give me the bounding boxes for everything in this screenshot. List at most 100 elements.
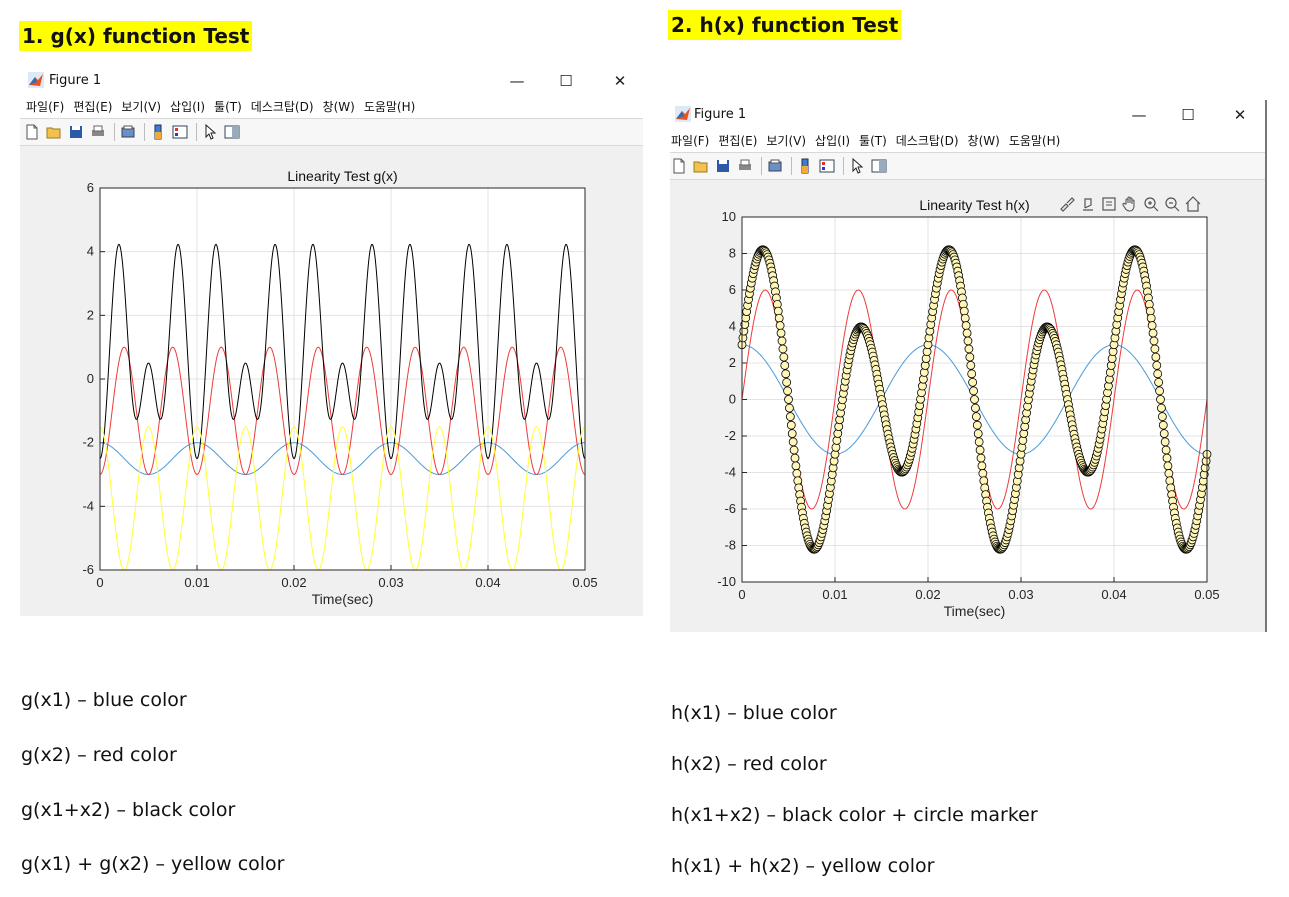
data-point xyxy=(960,313,970,323)
data-point xyxy=(976,453,986,463)
menu-window[interactable]: 창(W) xyxy=(322,100,355,114)
zoom-in-icon[interactable] xyxy=(1142,195,1160,213)
legend-icon[interactable] xyxy=(172,124,188,140)
data-point xyxy=(969,386,978,396)
data-point xyxy=(775,321,785,330)
maximize-button[interactable]: ☐ xyxy=(1181,106,1195,124)
print-preview-icon[interactable] xyxy=(767,158,783,174)
series-3 xyxy=(99,243,586,460)
menu-view[interactable]: 보기(V) xyxy=(121,100,162,114)
menu-edit[interactable]: 편집(E) xyxy=(73,100,113,114)
menu-tools[interactable]: 툴(T) xyxy=(859,134,887,148)
restore-icon[interactable] xyxy=(1100,195,1118,213)
menu-help[interactable]: 도움말(H) xyxy=(1008,134,1061,148)
y-tick-label: 6 xyxy=(729,282,736,297)
data-tips-icon[interactable] xyxy=(1079,195,1097,213)
figure-toolbar xyxy=(20,118,643,146)
menubar: 파일(F) 편집(E) 보기(V) 삽입(I) 툴(T) 데스크탑(D) 창(W) 도움말(H… xyxy=(670,130,1265,152)
zoom-out-icon[interactable] xyxy=(1163,195,1181,213)
menu-insert[interactable]: 삽입(I) xyxy=(170,100,206,114)
menu-file[interactable]: 파일(F) xyxy=(671,134,710,148)
chart-title: Linearity Test g(x) xyxy=(287,168,397,184)
data-point xyxy=(1164,469,1174,478)
data-point xyxy=(1160,437,1170,447)
chart-h: 0 0.01 0.02 0.03 0.04 0.05 -10 -8 -6 -4 -2 0 2 4 6 8 10 L… xyxy=(717,197,1219,619)
pan-icon[interactable] xyxy=(1121,195,1139,213)
pointer-icon[interactable] xyxy=(202,124,218,140)
heading-h: 2. h(x) function Test xyxy=(668,10,902,40)
figure-window-h: Figure 1 — ☐ ✕ 파일(F) 편집(E) 보기(V) 삽입(I) 툴(T) 데… xyxy=(670,100,1267,632)
y-tick-label: 0 xyxy=(87,371,94,386)
new-file-icon[interactable] xyxy=(24,124,40,140)
x-tick-label: 0.03 xyxy=(378,575,403,590)
menu-desktop[interactable]: 데스크탑(D) xyxy=(895,134,959,148)
data-point xyxy=(777,336,787,346)
axes-box xyxy=(741,216,1208,583)
x-axis-label: Time(sec) xyxy=(944,603,1006,619)
y-tick-label: 8 xyxy=(729,246,736,261)
data-point xyxy=(776,328,786,338)
open-folder-icon[interactable] xyxy=(693,158,709,174)
data-point xyxy=(779,352,789,362)
property-inspector-icon[interactable] xyxy=(871,158,887,174)
menu-tools[interactable]: 툴(T) xyxy=(214,100,242,114)
menu-desktop[interactable]: 데스크탑(D) xyxy=(250,100,314,114)
print-preview-icon[interactable] xyxy=(120,124,136,140)
print-icon[interactable] xyxy=(90,124,106,140)
chart-g: 0 0.01 0.02 0.03 0.04 0.05 -6 -4 -2 0 2 4 6 Linearity… xyxy=(82,168,597,607)
new-file-icon[interactable] xyxy=(671,158,687,174)
data-point xyxy=(781,369,791,379)
y-tick-label: 4 xyxy=(87,244,94,259)
colorbar-icon[interactable] xyxy=(797,158,813,174)
x-tick-label: 0.02 xyxy=(281,575,306,590)
data-point xyxy=(780,361,790,370)
data-point xyxy=(971,412,981,422)
toolbar-separator xyxy=(114,123,115,141)
menu-file[interactable]: 파일(F) xyxy=(26,100,65,114)
legend-icon[interactable] xyxy=(819,158,835,174)
data-point xyxy=(1159,429,1169,438)
minimize-button[interactable]: — xyxy=(1131,106,1147,124)
data-point xyxy=(965,352,975,362)
y-tick-label: -6 xyxy=(724,501,736,516)
chart-title: Linearity Test h(x) xyxy=(919,197,1029,213)
close-button[interactable]: ✕ xyxy=(1233,106,1247,124)
data-point xyxy=(967,369,977,379)
menu-help[interactable]: 도움말(H) xyxy=(363,100,416,114)
save-icon[interactable] xyxy=(715,158,731,174)
home-icon[interactable] xyxy=(1184,195,1202,213)
data-point xyxy=(778,344,788,354)
data-point xyxy=(1154,377,1164,387)
x-tick-label: 0.05 xyxy=(1194,587,1219,602)
colorbar-icon[interactable] xyxy=(150,124,166,140)
figure-window-g: Figure 1 — ☐ ✕ 파일(F) 편집(E) 보기(V) 삽입(I) 툴(T) 데… xyxy=(20,66,643,616)
data-point xyxy=(784,395,793,404)
menu-edit[interactable]: 편집(E) xyxy=(718,134,758,148)
titlebar[interactable]: Figure 1 — ☐ ✕ xyxy=(20,66,643,96)
minimize-button[interactable]: — xyxy=(509,72,525,90)
open-folder-icon[interactable] xyxy=(46,124,62,140)
save-icon[interactable] xyxy=(68,124,84,140)
x-tick-label: 0.04 xyxy=(1101,587,1126,602)
menu-window[interactable]: 창(W) xyxy=(967,134,1000,148)
titlebar[interactable]: Figure 1 — ☐ ✕ xyxy=(670,100,1265,130)
note-line: h(x1) + h(x2) – yellow color xyxy=(671,855,935,877)
toolbar-separator xyxy=(843,157,844,175)
data-point xyxy=(971,403,980,413)
data-point xyxy=(1156,395,1165,404)
property-inspector-icon[interactable] xyxy=(224,124,240,140)
print-icon[interactable] xyxy=(737,158,753,174)
data-point xyxy=(977,461,987,471)
close-button[interactable]: ✕ xyxy=(613,72,627,90)
menu-insert[interactable]: 삽입(I) xyxy=(815,134,851,148)
data-point xyxy=(1155,386,1164,396)
pointer-icon[interactable] xyxy=(849,158,865,174)
y-tick-label: -6 xyxy=(82,562,94,577)
data-point xyxy=(1162,453,1172,463)
brush-icon[interactable] xyxy=(1058,195,1076,213)
menu-view[interactable]: 보기(V) xyxy=(766,134,807,148)
note-line: h(x1) – blue color xyxy=(671,702,837,724)
y-tick-label: 2 xyxy=(729,355,736,370)
maximize-button[interactable]: ☐ xyxy=(559,72,573,90)
data-point xyxy=(1153,369,1163,379)
